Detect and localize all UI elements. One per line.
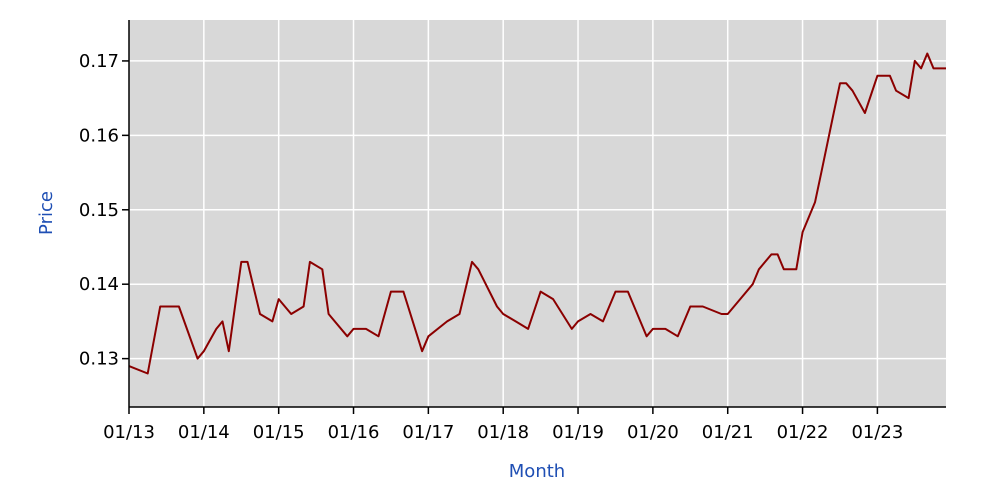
x-tick-label: 01/21 [702,422,754,443]
x-tick-label: 01/16 [328,422,380,443]
x-tick-label: 01/19 [552,422,604,443]
y-tick-label: 0.17 [79,51,119,72]
x-tick-label: 01/18 [477,422,529,443]
plot-area [129,20,946,407]
x-tick-label: 01/17 [402,422,454,443]
y-tick-label: 0.14 [79,274,119,295]
series-group [128,52,946,375]
x-axis-title: Month [509,461,565,482]
x-tick-label: 01/15 [253,422,305,443]
x-axis-ticks: 01/13 01/14 01/15 01/16 01/17 01/18 01/19 01/20… [103,407,903,443]
x-tick-label: 01/13 [103,422,155,443]
y-axis-title: Price [36,191,57,235]
y-tick-label: 0.15 [79,200,119,221]
x-tick-label: 01/22 [777,422,829,443]
axes [128,20,946,408]
y-tick-label: 0.13 [79,349,119,370]
series-line [128,52,946,375]
x-tick-label: 01/20 [627,422,679,443]
grid-lines [129,20,946,407]
x-tick-label: 01/14 [178,422,230,443]
x-tick-label: 01/23 [851,422,903,443]
y-tick-label: 0.16 [79,125,119,146]
y-axis-ticks: 0.13 0.14 0.15 0.16 0.17 [79,51,129,370]
